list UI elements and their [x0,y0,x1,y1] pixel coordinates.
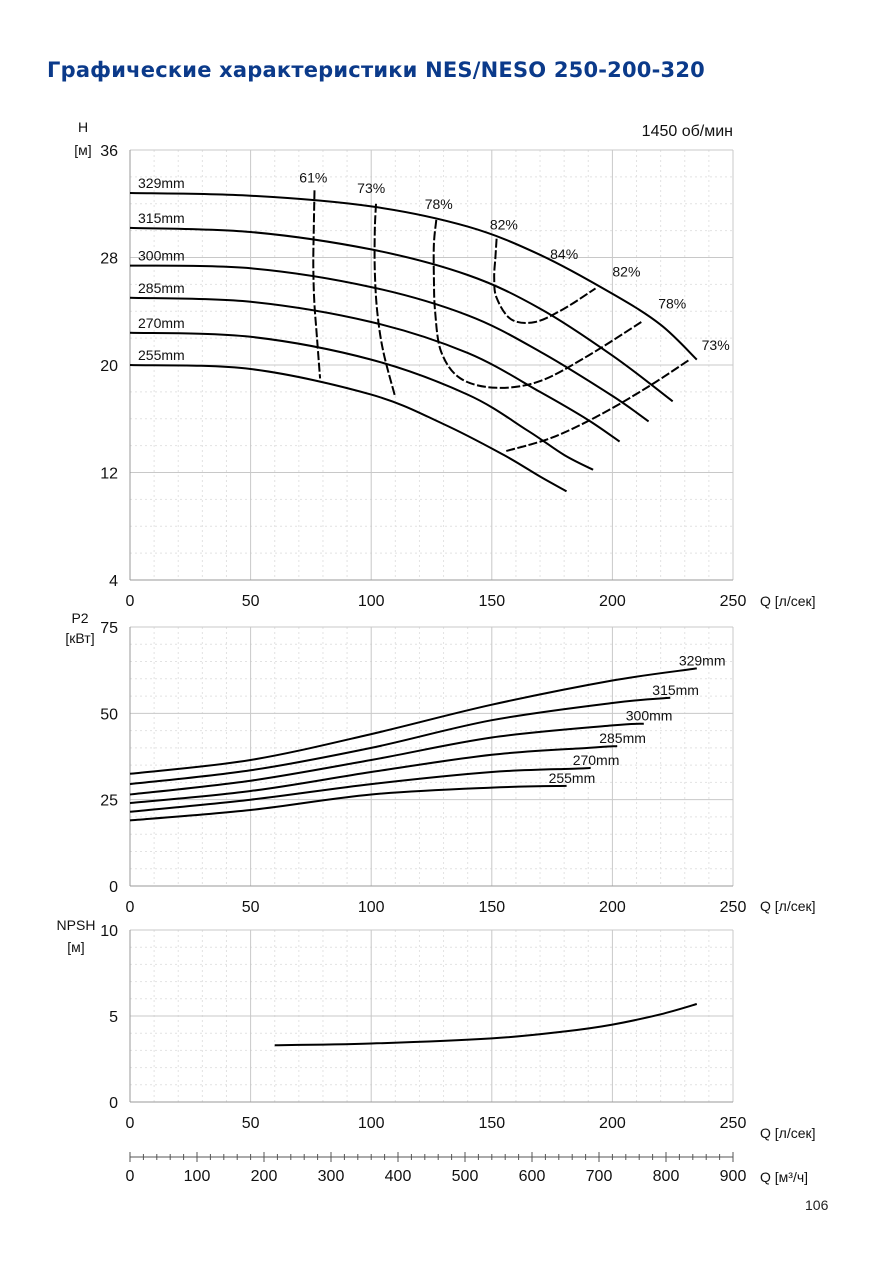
head-x-label: Q [л/сек] [760,593,816,609]
head-efficiency-curve-73% [506,358,691,452]
power-x-label: Q [л/сек] [760,898,816,914]
npsh-x-label: Q [л/сек] [760,1125,816,1141]
npsh-y-tick-label: 5 [109,1009,118,1026]
power-series-255mm [129,784,567,822]
head-x-tick-label: 150 [478,593,505,610]
flow-m3h-tick-label: 800 [653,1168,680,1185]
npsh-x-tick-label: 100 [358,1115,385,1132]
power-y-tick-label: 0 [109,879,118,896]
head-series-255mm [129,364,568,493]
npsh-y-tick-label: 10 [100,923,118,940]
head-efficiency-label: 73% [702,337,730,353]
head-x-tick-label: 0 [126,593,135,610]
npsh-x-tick-label: 250 [720,1115,747,1132]
head-series-285mm [129,296,621,443]
npsh-x-tick-label: 200 [599,1115,626,1132]
head-series-label: 300mm [138,248,185,264]
head-efficiency-label: 84% [550,246,578,262]
head-series-label: 270mm [138,315,185,331]
power-series-270mm [129,766,591,813]
flow-m3h-tick-label: 900 [720,1168,747,1185]
head-x-tick-label: 50 [242,593,260,610]
npsh-y-tick-label: 0 [109,1095,118,1112]
head-efficiency-label: 78% [658,296,686,312]
power-y-tick-label: 25 [100,793,118,810]
head-series-315mm [129,226,674,403]
power-x-tick-label: 250 [720,899,747,916]
power-x-tick-label: 100 [358,899,385,916]
head-x-tick-label: 250 [720,593,747,610]
flow-m3h-tick-label: 400 [385,1168,412,1185]
flow-m3h-label: Q [м³/ч] [760,1169,808,1185]
head-series-label: 255mm [138,347,185,363]
npsh-y-unit: [м] [67,939,84,955]
head-y-tick-label: 28 [100,251,118,268]
power-series-label: 270mm [573,752,620,768]
flow-m3h-tick-label: 200 [251,1168,278,1185]
head-x-tick-label: 100 [358,593,385,610]
head-efficiency-curve-82% [493,238,597,324]
head-y-tick-label: 4 [109,573,118,590]
head-series-300mm [129,264,650,423]
head-series-label: 329mm [138,175,185,191]
page-title: Графические характеристики NES/NESO 250-… [47,58,705,82]
npsh-x-tick-label: 150 [478,1115,505,1132]
npsh-x-tick-label: 0 [126,1115,135,1132]
power-series-285mm [129,745,618,805]
flow-m3h-tick-label: 500 [452,1168,479,1185]
flow-m3h-tick-label: 100 [184,1168,211,1185]
flow-m3h-tick-label: 0 [126,1168,135,1185]
power-series-label: 315mm [652,682,699,698]
head-series-329mm [129,192,698,361]
power-series-315mm [129,696,671,786]
flow-m3h-tick-label: 700 [586,1168,613,1185]
head-y-unit: [м] [74,142,91,158]
head-series-label: 285mm [138,280,185,296]
power-x-tick-label: 200 [599,899,626,916]
power-y-tick-label: 50 [100,706,118,723]
power-series-329mm [129,667,697,775]
power-x-tick-label: 150 [478,899,505,916]
power-y-tick-label: 75 [100,620,118,637]
head-series-label: 315mm [138,210,185,226]
npsh-y-label: NPSH [57,917,96,933]
power-series-label: 255mm [549,770,596,786]
power-series-label: 285mm [599,730,646,746]
npsh-series-line [274,1003,698,1047]
flow-m3h-axis: 0 100 200 300 400 500 600 700 800 900 Q [м³/ч] [126,1152,808,1185]
head-efficiency-label: 82% [612,263,640,279]
head-efficiency-curve-61% [312,190,322,379]
head-efficiency-label: 78% [425,196,453,212]
head-y-tick-label: 12 [100,466,118,483]
head-efficiency-label: 82% [490,216,518,232]
head-efficiency-curve-73% [373,203,397,398]
power-x-tick-label: 50 [242,899,260,916]
power-x-tick-label: 0 [126,899,135,916]
head-efficiency-label: 61% [299,169,327,185]
power-series-label: 300mm [626,708,673,724]
speed-label: 1450 об/мин [642,123,733,140]
flow-m3h-tick-label: 300 [318,1168,345,1185]
head-efficiency-label: 73% [357,180,385,196]
power-series-300mm [129,722,644,796]
page-number: 106 [805,1197,829,1213]
head-y-label: H [78,119,88,135]
head-y-tick-label: 20 [100,358,118,375]
head-series-270mm [129,331,594,471]
npsh-x-tick-label: 50 [242,1115,260,1132]
power-y-unit: [кВт] [65,630,94,646]
flow-m3h-tick-label: 600 [519,1168,546,1185]
power-series-label: 329mm [679,652,726,668]
head-x-tick-label: 200 [599,593,626,610]
head-chart: 0 50 100 150 200 250 4 12 20 28 36 329mm 315mm 300mm 2… [74,119,815,610]
power-chart: 0 50 100 150 200 250 0 25 50 75 329mm 315mm 300mm 285… [65,610,815,916]
head-efficiency-curve-78% [432,219,642,389]
power-y-label: P2 [71,610,88,626]
head-y-tick-label: 36 [100,143,118,160]
